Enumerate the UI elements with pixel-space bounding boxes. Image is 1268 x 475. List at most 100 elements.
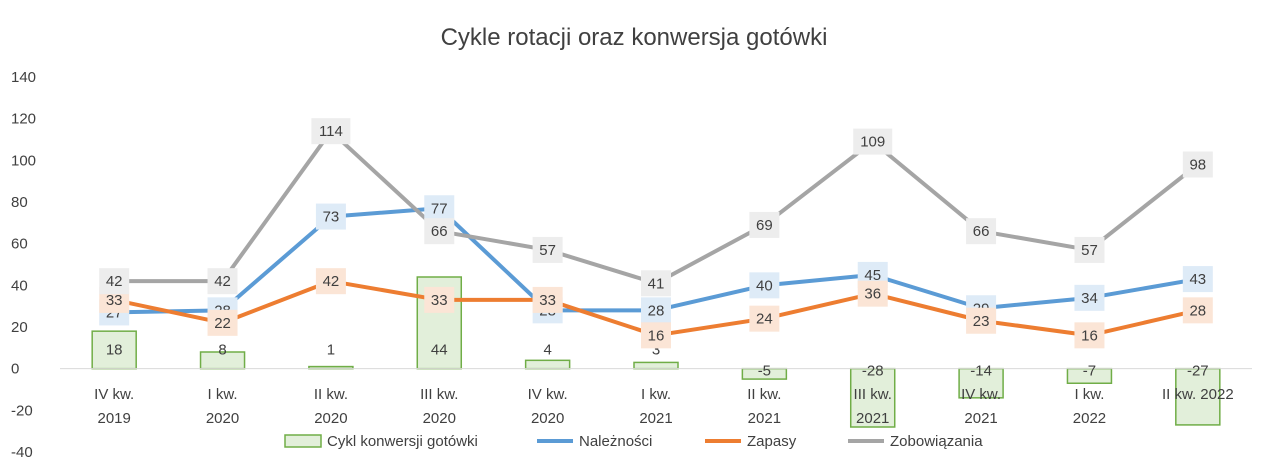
data-label-box bbox=[749, 305, 780, 332]
x-tick-label: 2021 bbox=[639, 410, 672, 427]
data-label: 24 bbox=[756, 311, 773, 328]
data-label-box bbox=[424, 286, 455, 313]
y-tick-label: 40 bbox=[11, 277, 28, 294]
x-tick-label: 2021 bbox=[748, 410, 781, 427]
legend-swatch bbox=[284, 434, 322, 448]
bar bbox=[849, 367, 896, 428]
data-label: 66 bbox=[973, 223, 990, 240]
y-axis: -40 -20 0 20 40 60 80 100 120 140 bbox=[11, 69, 36, 461]
data-label: 114 bbox=[319, 123, 343, 140]
data-label-box bbox=[532, 236, 563, 263]
data-label: 98 bbox=[1189, 157, 1206, 174]
x-tick-label: 2019 bbox=[97, 410, 130, 427]
data-label: 73 bbox=[323, 209, 340, 226]
data-label: 33 bbox=[431, 292, 448, 309]
bar bbox=[1175, 367, 1221, 426]
data-label-box bbox=[966, 218, 997, 245]
data-label: 41 bbox=[648, 275, 665, 292]
data-label-box bbox=[207, 309, 238, 336]
series-line bbox=[112, 129, 1200, 286]
data-label: 36 bbox=[864, 286, 881, 303]
data-label: 16 bbox=[1081, 327, 1098, 344]
data-label: 57 bbox=[539, 242, 556, 259]
legend-entry: Zapasy bbox=[747, 433, 797, 450]
bar bbox=[633, 361, 679, 370]
y-tick-label: 20 bbox=[11, 319, 28, 336]
y-tick-label: 100 bbox=[11, 152, 36, 169]
data-label-box bbox=[424, 218, 455, 245]
data-label: 109 bbox=[860, 134, 885, 151]
data-label-box bbox=[749, 272, 780, 299]
x-tick-label: III kw. bbox=[854, 386, 892, 403]
data-labels: 18814443-5-28-14-7-272728737728284045293… bbox=[99, 118, 1213, 380]
y-tick-label: 80 bbox=[11, 194, 28, 211]
x-tick-label: 2021 bbox=[856, 410, 889, 427]
x-tick-label: II kw. bbox=[747, 386, 781, 403]
data-label: 45 bbox=[864, 267, 881, 284]
x-tick-label: 2021 bbox=[964, 410, 997, 427]
data-label: 1 bbox=[327, 342, 335, 359]
data-label-box bbox=[1074, 322, 1105, 349]
data-label: 69 bbox=[756, 217, 773, 234]
data-label-box bbox=[853, 128, 893, 155]
data-label-box bbox=[532, 286, 563, 313]
data-label: 4 bbox=[543, 342, 551, 359]
data-label-box bbox=[966, 307, 997, 334]
bar bbox=[524, 359, 571, 370]
data-label: -27 bbox=[1187, 363, 1209, 380]
x-tick-label: IV kw. bbox=[94, 386, 134, 403]
data-label-box bbox=[315, 203, 346, 230]
data-label-box bbox=[857, 280, 888, 307]
data-label: 40 bbox=[756, 277, 773, 294]
x-tick-label: 2020 bbox=[531, 410, 564, 427]
x-tick-label: III kw. bbox=[420, 386, 458, 403]
data-label: 42 bbox=[214, 273, 231, 290]
data-label: 42 bbox=[323, 273, 340, 290]
x-tick-label: II kw. bbox=[314, 386, 348, 403]
legend: Cykl konwersji gotówki Należności Zapasy Zo… bbox=[284, 433, 983, 450]
x-tick-label: 2020 bbox=[314, 410, 347, 427]
bar bbox=[958, 367, 1004, 399]
y-tick-label: 0 bbox=[11, 361, 19, 378]
y-tick-label: -20 bbox=[11, 402, 33, 419]
data-label-box bbox=[1182, 297, 1213, 324]
data-label-box bbox=[1074, 236, 1105, 263]
data-label: 34 bbox=[1081, 290, 1098, 307]
data-label: 66 bbox=[431, 223, 448, 240]
data-label: 18 bbox=[106, 342, 123, 359]
data-label-box bbox=[1182, 151, 1213, 178]
y-tick-label: -40 bbox=[11, 444, 33, 461]
data-label: 8 bbox=[218, 342, 226, 359]
chart-title: Cykle rotacji oraz konwersja gotówki bbox=[441, 24, 828, 51]
legend-entry: Należności bbox=[579, 433, 652, 450]
data-label: 22 bbox=[214, 315, 231, 332]
data-label: 23 bbox=[973, 313, 990, 330]
data-label-box bbox=[749, 211, 780, 238]
legend-entry: Zobowiązania bbox=[890, 433, 983, 450]
data-label-box bbox=[99, 268, 130, 295]
data-label: -28 bbox=[862, 363, 884, 380]
data-label: 28 bbox=[648, 302, 665, 319]
x-tick-label: I kw. bbox=[1074, 386, 1104, 403]
data-label: 57 bbox=[1081, 242, 1098, 259]
x-tick-label: 2020 bbox=[423, 410, 456, 427]
data-label-box bbox=[311, 118, 351, 145]
data-label: -14 bbox=[970, 363, 992, 380]
data-label: -7 bbox=[1083, 363, 1096, 380]
x-tick-label: IV kw. bbox=[528, 386, 568, 403]
y-tick-label: 60 bbox=[11, 236, 28, 253]
y-tick-label: 140 bbox=[11, 69, 36, 86]
data-label-box bbox=[424, 195, 455, 222]
y-tick-label: 120 bbox=[11, 111, 36, 128]
data-label-box bbox=[315, 268, 346, 295]
data-label: 42 bbox=[106, 273, 123, 290]
data-label: 16 bbox=[648, 327, 665, 344]
x-tick-label: 2022 bbox=[1073, 410, 1106, 427]
data-label-box bbox=[1074, 284, 1105, 311]
data-label: 33 bbox=[539, 292, 556, 309]
x-axis: IV kw. 2019 I kw. 2020 II kw. 2020 III kw. 2020… bbox=[94, 386, 1234, 427]
x-tick-label: 2020 bbox=[206, 410, 239, 427]
x-tick-label: I kw. bbox=[208, 386, 238, 403]
x-tick-label: I kw. bbox=[641, 386, 671, 403]
